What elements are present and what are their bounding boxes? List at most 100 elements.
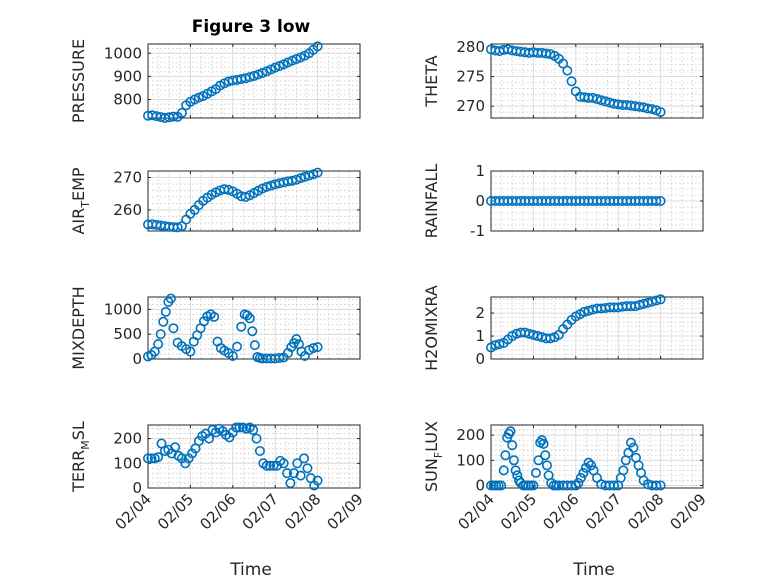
data-point: [500, 450, 511, 461]
subplot-pressure: 800 900 1000 PRESSURE: [69, 39, 361, 124]
data-point: [540, 450, 551, 461]
data-point: [530, 467, 541, 478]
series-markers: [143, 41, 323, 124]
data-point: [155, 329, 166, 340]
x-axis-label-left: Time: [229, 560, 272, 580]
data-point: [251, 433, 262, 444]
y-tick-label: 1: [475, 162, 485, 180]
y-tick-label: 0: [475, 476, 485, 494]
data-point: [168, 323, 179, 334]
data-point: [312, 475, 323, 486]
data-point: [625, 437, 636, 448]
series-markers: [143, 293, 323, 364]
data-point: [586, 460, 597, 471]
data-point: [503, 428, 514, 439]
y-tick-label: 270: [456, 97, 485, 115]
y-tick-label: 200: [456, 426, 485, 444]
data-point: [153, 339, 164, 350]
data-point: [494, 339, 505, 350]
subplot-theta: 270 275 280 THETA: [422, 38, 704, 119]
series-markers: [485, 426, 666, 491]
data-point: [299, 453, 310, 464]
data-point: [507, 440, 518, 451]
data-point: [248, 424, 259, 435]
data-point: [170, 442, 181, 453]
data-point: [292, 458, 303, 469]
data-point: [261, 460, 272, 471]
data-point: [160, 306, 171, 317]
data-point: [312, 342, 323, 353]
data-point: [583, 457, 594, 468]
y-tick-label: 1000: [104, 300, 142, 318]
x-axis-label-right: Time: [572, 560, 615, 580]
data-point: [578, 467, 589, 478]
data-point: [302, 463, 313, 474]
data-point: [628, 442, 639, 453]
y-axis-label: PRESSURE: [69, 39, 88, 123]
data-point: [496, 480, 507, 491]
data-point: [185, 346, 196, 357]
data-point: [285, 478, 296, 489]
y-tick-label: 260: [113, 201, 142, 219]
data-point: [299, 171, 310, 182]
series-markers: [485, 294, 666, 353]
y-tick-label: 100: [456, 451, 485, 469]
data-point: [655, 196, 666, 207]
data-point: [647, 104, 658, 115]
y-tick-label: 0: [475, 192, 485, 210]
y-tick-label: 1: [475, 327, 485, 345]
series-markers: [143, 422, 323, 491]
axes-box: [147, 43, 361, 119]
data-point: [570, 480, 581, 491]
axes-box: [490, 296, 704, 360]
y-tick-label: 280: [456, 38, 485, 56]
data-point: [244, 313, 255, 324]
data-point: [231, 422, 242, 433]
subplot-mixdepth: 0 500 1000 MIXDEPTH: [69, 286, 361, 370]
data-point: [508, 455, 519, 466]
y-tick-label: 100: [113, 454, 142, 472]
data-point: [158, 316, 169, 327]
y-tick-label: 800: [113, 91, 142, 109]
y-axis-label: AIRTEMP: [69, 167, 92, 234]
data-point: [295, 470, 306, 481]
data-point: [655, 480, 666, 491]
data-point: [651, 295, 662, 306]
data-point: [498, 465, 509, 476]
data-point: [304, 170, 315, 181]
y-axis-label: THETA: [422, 55, 441, 107]
data-point: [209, 311, 220, 322]
data-point: [566, 76, 577, 87]
data-point: [575, 472, 586, 483]
y-tick-label: 275: [456, 68, 485, 86]
data-point: [312, 167, 323, 178]
y-tick-label: 1000: [104, 44, 142, 62]
axes-box: [490, 424, 704, 489]
data-point: [143, 453, 154, 464]
data-point: [545, 333, 556, 344]
data-point: [274, 353, 285, 364]
y-tick-label: 200: [113, 430, 142, 448]
data-point: [651, 480, 662, 491]
y-tick-label: 270: [113, 168, 142, 186]
series-markers: [485, 196, 666, 207]
figure-title: Figure 3 low: [192, 17, 311, 37]
subplot-air-temp: 260 270 AIRTEMP: [69, 167, 361, 235]
subplot-h2omixra: 0 1 2 H2OMIXRA: [422, 285, 704, 371]
data-point: [558, 58, 569, 69]
data-point: [562, 65, 573, 76]
data-point: [655, 107, 666, 118]
data-point: [533, 455, 544, 466]
data-point: [249, 70, 260, 81]
axes-box: [490, 43, 704, 119]
data-point: [168, 111, 179, 122]
data-point: [261, 181, 272, 192]
data-point: [308, 343, 319, 354]
data-point: [265, 460, 276, 471]
data-point: [282, 468, 293, 479]
y-tick-label: 0: [132, 350, 142, 368]
y-axis-label: H2OMIXRA: [422, 285, 441, 371]
y-tick-label: 2: [475, 304, 485, 322]
